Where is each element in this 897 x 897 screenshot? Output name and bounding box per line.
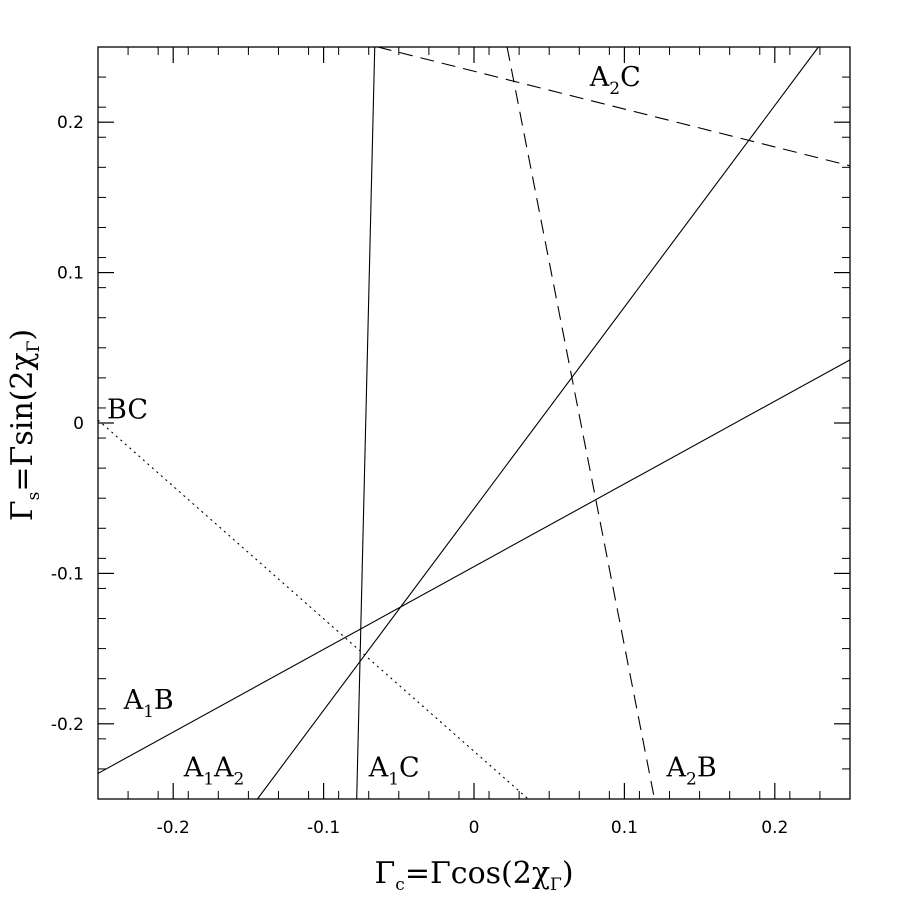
tick-labels: -0.2 -0.1 0 0.1 0.2 -0.2 -0.1 0 0.1 0.2 (51, 113, 788, 838)
series-label-1: A1A2 (183, 752, 245, 789)
series-label-5: BC (107, 394, 148, 425)
x-tick-label: 0.1 (611, 818, 638, 838)
y-axis-title-sub2: Γ (24, 340, 44, 352)
series-label-part: A (123, 685, 144, 716)
y-axis-title-rest: =Γsin(2χ (5, 352, 40, 491)
x-tick-label: 0 (469, 818, 480, 838)
series-lines (97, 46, 851, 800)
y-tick-label: 0.2 (57, 113, 84, 133)
series-label-part: A (368, 752, 389, 783)
series-label-part: A (666, 752, 687, 783)
x-tick-label: -0.2 (157, 818, 190, 838)
series-label-part: 2 (234, 769, 245, 789)
series-line-5 (97, 419, 529, 800)
y-tick-label: 0 (73, 414, 84, 434)
series-label-part: B (697, 752, 717, 783)
minor-ticks (98, 47, 850, 799)
series-label-part: 2 (609, 79, 620, 99)
x-axis-title-sub: c (395, 875, 405, 895)
series-label-part: A (589, 62, 610, 93)
series-label-2: A1C (368, 752, 420, 789)
series-label-part: A (213, 752, 234, 783)
series-label-part: B (154, 685, 174, 716)
series-label-part: 1 (388, 769, 399, 789)
x-axis-title-main: Γ (374, 856, 395, 891)
series-label-part: 2 (686, 769, 697, 789)
series-label-3: A2B (666, 752, 717, 789)
y-axis-title: Γs=Γsin(2χΓ) (5, 329, 44, 521)
y-tick-label: 0.1 (57, 264, 84, 284)
x-axis-title-rest: =Γcos(2χ (405, 856, 550, 891)
series-label-part: BC (107, 394, 148, 425)
series-label-0: A1B (123, 685, 174, 722)
y-tick-label: -0.1 (51, 564, 84, 584)
plot-frame (97, 46, 851, 800)
major-ticks (98, 47, 850, 799)
series-line-4 (377, 46, 851, 167)
y-axis-title-close: ) (5, 329, 40, 341)
series-line-1 (256, 46, 819, 800)
y-tick-label: -0.2 (51, 715, 84, 735)
x-tick-label: -0.1 (307, 818, 340, 838)
x-tick-label: 0.2 (761, 818, 788, 838)
series-line-0 (97, 359, 851, 774)
series-line-2 (356, 46, 376, 800)
series-label-4: A2C (589, 62, 641, 99)
series-label-part: A (183, 752, 204, 783)
series-label-part: C (399, 752, 420, 783)
x-axis-title: Γc=Γcos(2χΓ) (374, 856, 573, 895)
series-label-part: 1 (143, 702, 154, 722)
series-line-3 (506, 46, 656, 800)
x-axis-title-sub2: Γ (550, 875, 562, 895)
series-label-part: 1 (203, 769, 214, 789)
x-axis-title-close: ) (562, 856, 574, 891)
y-axis-title-main: Γ (5, 500, 40, 521)
y-axis-title-sub: s (24, 492, 44, 501)
series-label-part: C (620, 62, 641, 93)
